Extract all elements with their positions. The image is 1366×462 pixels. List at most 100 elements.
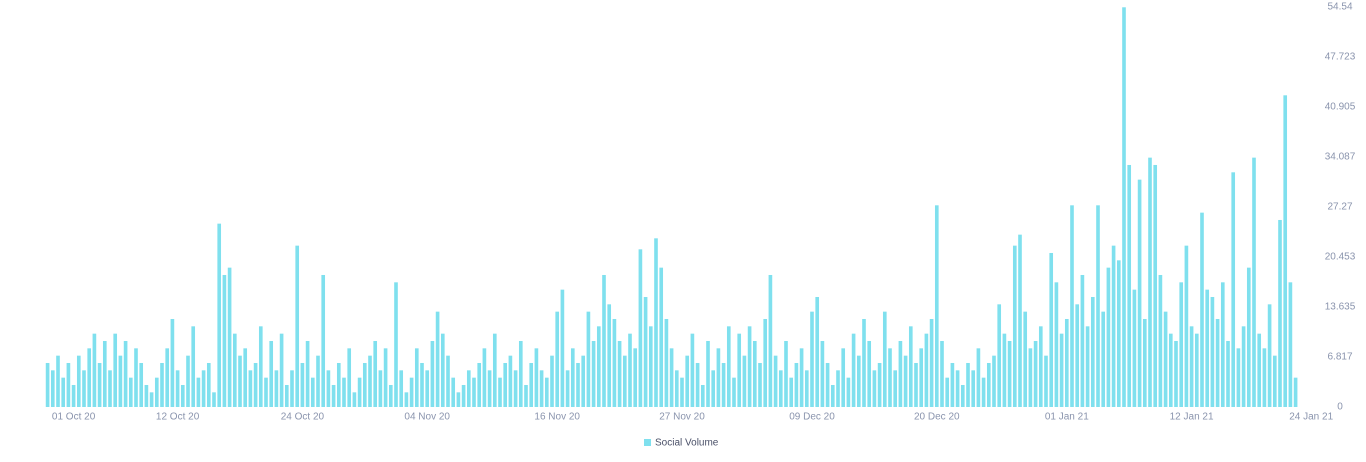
bar (253, 362, 258, 407)
bar (1096, 205, 1100, 407)
bar (472, 377, 476, 407)
bar (326, 370, 331, 407)
bar (383, 348, 388, 407)
bar (726, 326, 731, 407)
bar (680, 377, 684, 407)
bar (440, 333, 445, 407)
bar (508, 355, 513, 407)
bar (841, 348, 846, 407)
x-tick-label: 20 Dec 20 (914, 412, 960, 423)
bar (1085, 326, 1090, 407)
bar (981, 377, 986, 407)
bar (877, 362, 882, 407)
bar (1090, 296, 1095, 407)
bar (794, 362, 799, 407)
bar (503, 362, 508, 407)
bar (352, 392, 357, 407)
bar (373, 340, 378, 407)
bar (633, 348, 638, 407)
bar (264, 377, 268, 407)
bar (706, 340, 710, 407)
bar (1116, 260, 1121, 407)
bar (305, 340, 310, 407)
bar (66, 362, 71, 407)
bar (986, 362, 991, 407)
bar (581, 355, 586, 407)
bar (50, 370, 55, 407)
bar (191, 326, 196, 407)
bar (524, 384, 528, 407)
bar (1194, 333, 1199, 407)
bar (56, 355, 60, 407)
y-tick-label: 20.453 (1325, 252, 1356, 263)
bar (1142, 318, 1147, 407)
bar (836, 370, 840, 407)
bar (331, 384, 336, 407)
bar (950, 362, 955, 407)
bar (477, 362, 482, 407)
bar (1272, 355, 1277, 407)
bar (872, 370, 877, 407)
bar (1252, 157, 1256, 407)
bar (867, 340, 872, 407)
bar (513, 370, 518, 407)
bar (1023, 311, 1028, 407)
bar (170, 318, 175, 407)
bar (113, 333, 118, 407)
bar (1262, 348, 1267, 407)
x-tick-label: 12 Jan 21 (1170, 412, 1214, 423)
bar (825, 362, 830, 407)
bar (227, 267, 232, 407)
bar (196, 377, 201, 407)
bar (518, 340, 523, 407)
bar (607, 304, 612, 407)
legend-label: Social Volume (655, 438, 719, 449)
bar (1210, 296, 1215, 407)
bar (347, 348, 352, 407)
bar (357, 377, 362, 407)
bar (290, 370, 294, 407)
bar (97, 362, 102, 407)
bar (539, 370, 544, 407)
bar (206, 362, 211, 407)
bar (1018, 234, 1022, 407)
bar (1028, 348, 1033, 407)
bar (732, 377, 736, 407)
bar (1038, 326, 1043, 407)
bar (102, 340, 107, 407)
bar (529, 362, 534, 407)
bar (1220, 282, 1225, 407)
bar (1200, 212, 1204, 407)
bar (888, 348, 892, 407)
bar (388, 384, 393, 407)
bar (87, 348, 92, 407)
bar (602, 274, 606, 407)
bar (1127, 164, 1132, 407)
bar (1054, 282, 1059, 407)
bar (638, 249, 643, 407)
bar (222, 274, 227, 407)
bar (149, 392, 154, 407)
bar (924, 333, 929, 407)
bar (789, 377, 794, 407)
bar (1257, 333, 1262, 407)
bar (362, 362, 367, 407)
x-tick-label: 27 Nov 20 (659, 412, 705, 423)
bar (934, 205, 939, 407)
bar (550, 355, 554, 407)
bar (1231, 172, 1236, 407)
bar (238, 355, 242, 407)
bar (451, 377, 456, 407)
bar (108, 370, 112, 407)
bar (695, 362, 700, 407)
bar (175, 370, 180, 407)
bar (456, 392, 461, 407)
bar (617, 340, 622, 407)
bar (648, 326, 653, 407)
bar (919, 348, 924, 407)
bar (1012, 245, 1017, 407)
bar (643, 296, 648, 407)
bar (742, 355, 747, 407)
bar (316, 355, 320, 407)
